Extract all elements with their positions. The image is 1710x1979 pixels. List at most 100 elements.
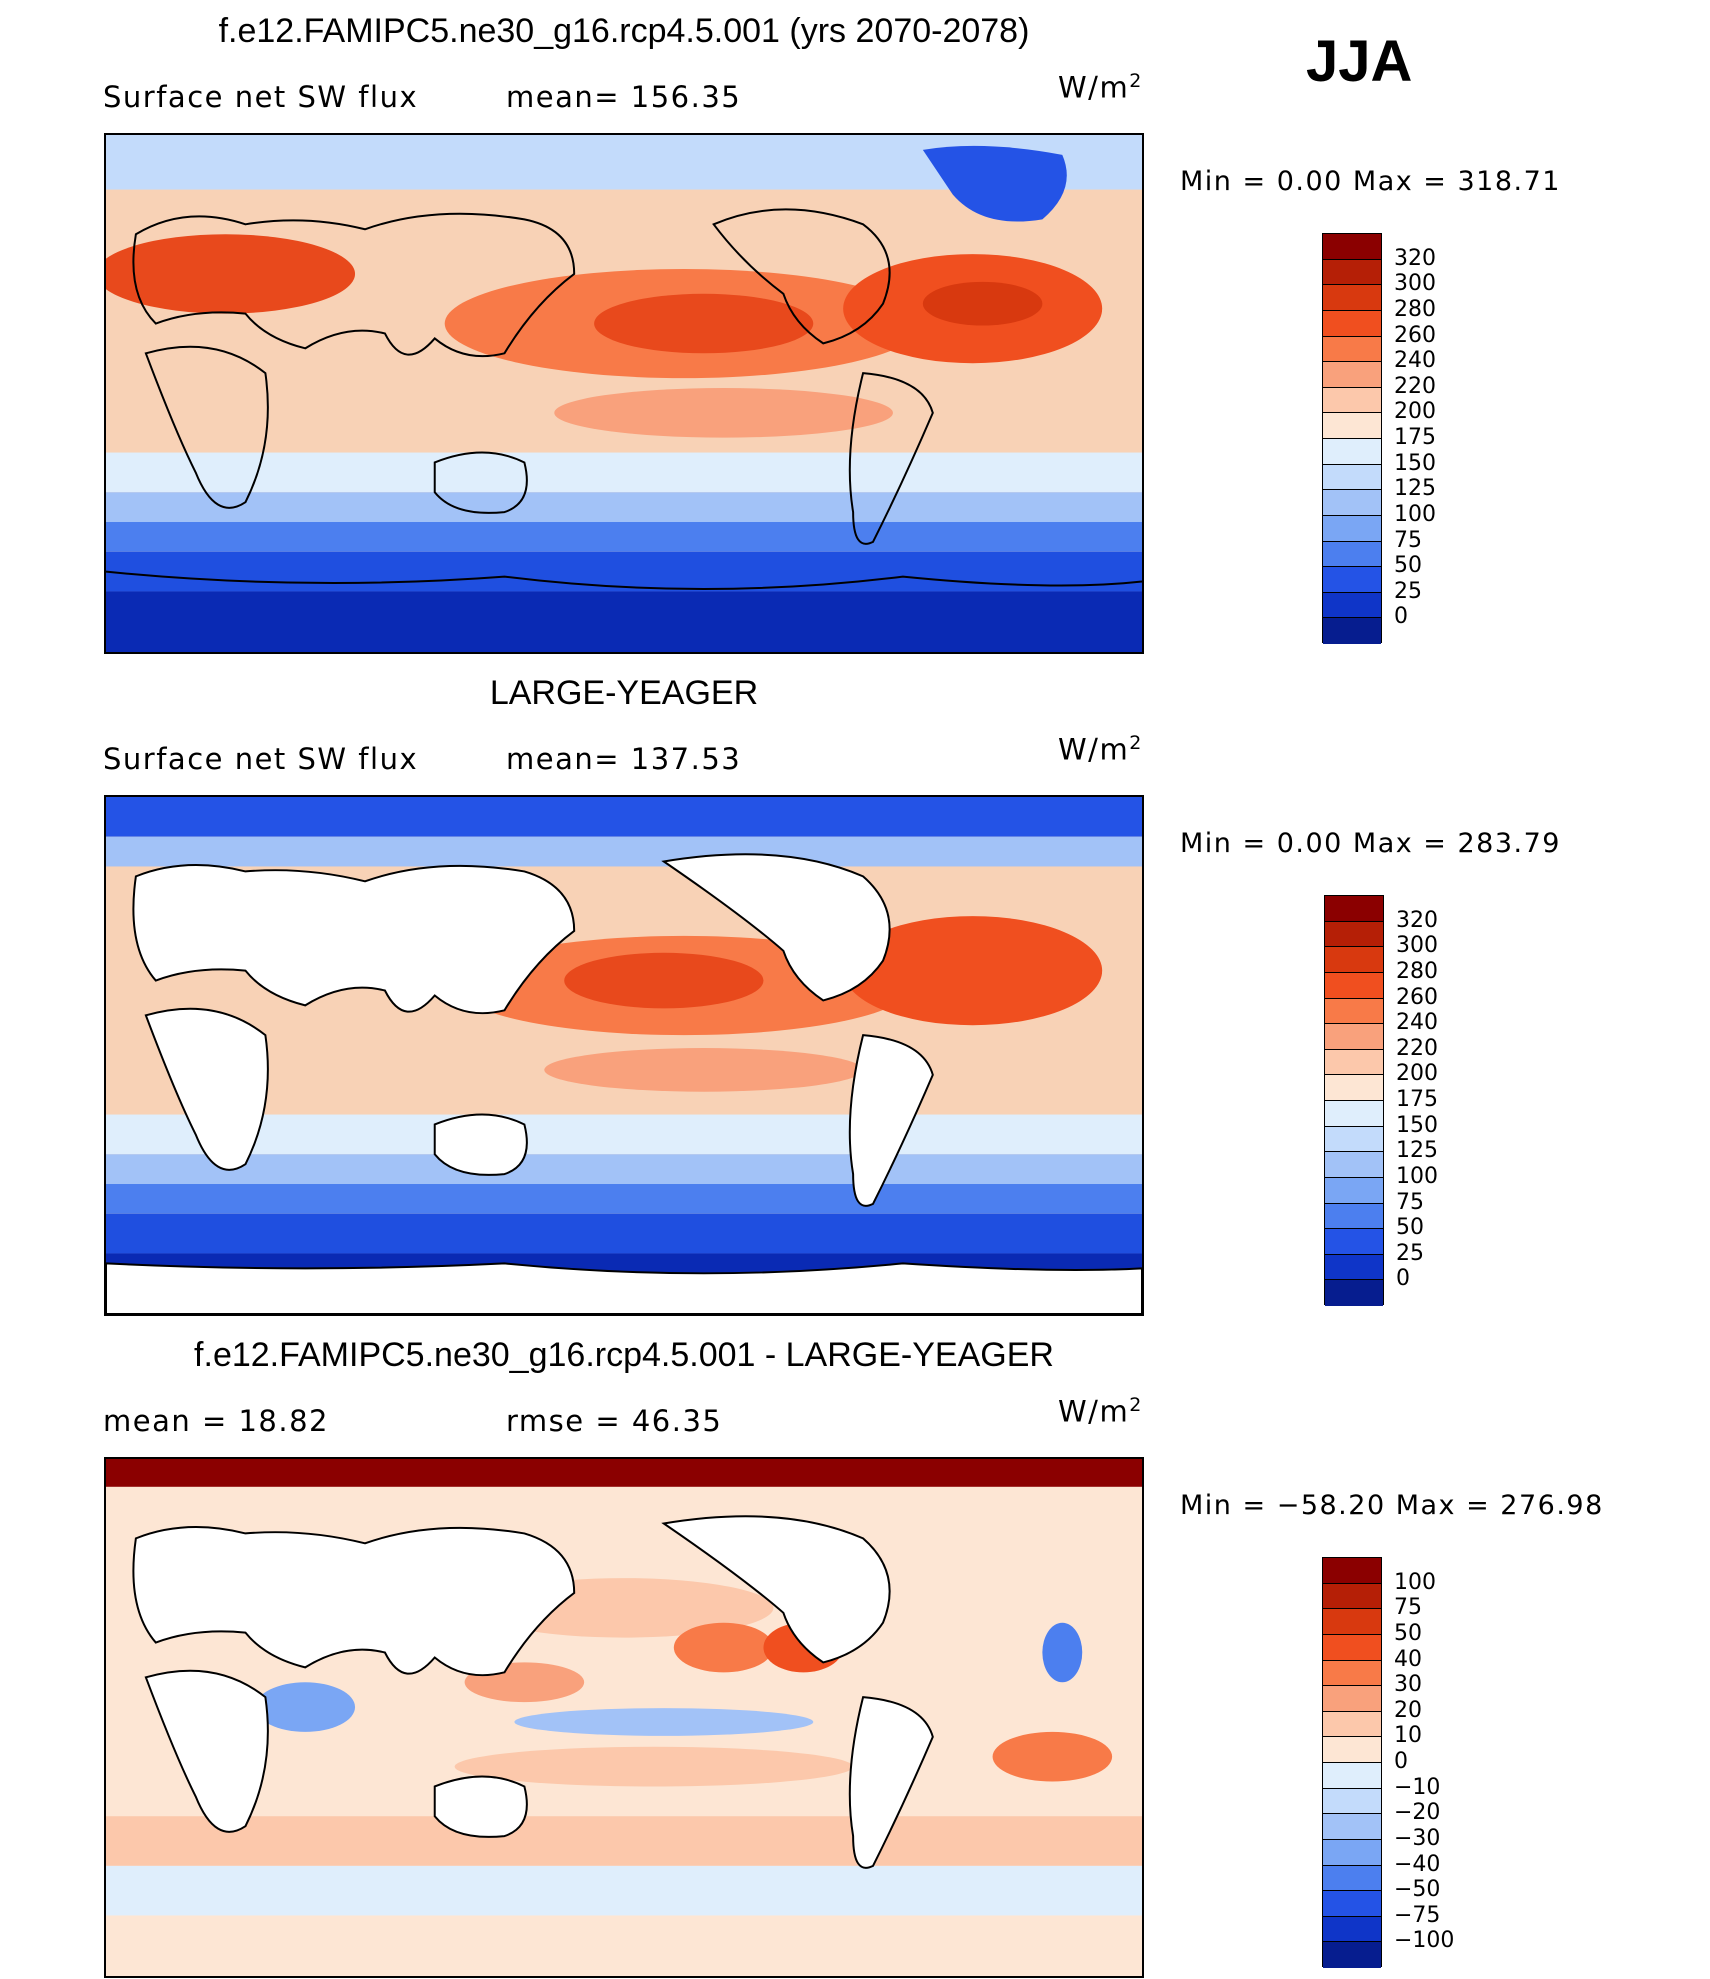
colorbar-swatch — [1323, 1558, 1381, 1584]
colorbar-swatch — [1323, 541, 1381, 568]
colorbar-swatch — [1323, 1942, 1381, 1968]
colorbar-tick-label: 240 — [1394, 348, 1436, 374]
colorbar-tick-label: 100 — [1394, 1569, 1436, 1595]
colorbar-swatch — [1325, 1075, 1383, 1101]
colorbar-tick-label: 125 — [1396, 1138, 1438, 1164]
panel-2-map — [104, 795, 1144, 1316]
colorbar-tick-label: 240 — [1396, 1010, 1438, 1036]
panel-3-colorbar — [1322, 1557, 1382, 1968]
colorbar-swatch — [1325, 1152, 1383, 1178]
panel-2-minmax: Min = 0.00 Max = 283.79 — [1180, 828, 1561, 859]
colorbar-tick-label: −30 — [1394, 1825, 1441, 1851]
colorbar-tick-label: 175 — [1396, 1087, 1438, 1112]
colorbar-swatch — [1323, 1686, 1381, 1712]
colorbar-tick-label: 220 — [1394, 373, 1436, 399]
colorbar-tick-label: 320 — [1394, 245, 1436, 271]
colorbar-swatch — [1323, 1583, 1381, 1610]
colorbar-tick-label: 50 — [1396, 1215, 1424, 1241]
colorbar-swatch — [1323, 1634, 1381, 1661]
colorbar-swatch — [1323, 515, 1381, 542]
colorbar-swatch — [1323, 1839, 1381, 1866]
panel-1-map — [104, 133, 1144, 654]
panel-1-minmax: Min = 0.00 Max = 318.71 — [1180, 166, 1561, 197]
colorbar-swatch — [1323, 567, 1381, 593]
colorbar-tick-label: 0 — [1394, 604, 1408, 630]
colorbar-swatch — [1323, 1916, 1381, 1943]
colorbar-tick-label: 75 — [1396, 1189, 1424, 1215]
panel-3-units: W/m2 — [1058, 1394, 1143, 1429]
colorbar-swatch — [1323, 592, 1381, 619]
colorbar-tick-label: 320 — [1396, 907, 1438, 933]
panel-2-units: W/m2 — [1058, 732, 1143, 767]
colorbar-tick-label: 175 — [1394, 425, 1436, 450]
colorbar-tick-label: 200 — [1394, 399, 1436, 425]
colorbar-swatch — [1325, 998, 1383, 1025]
colorbar-swatch — [1323, 336, 1381, 363]
season-label: JJA — [1306, 29, 1413, 94]
colorbar-swatch — [1325, 921, 1383, 948]
colorbar-swatch — [1323, 464, 1381, 491]
panel-1-variable-label: Surface net SW flux — [103, 80, 419, 114]
colorbar-swatch — [1323, 234, 1381, 260]
colorbar-tick-label: 50 — [1394, 553, 1422, 579]
colorbar-tick-label: −10 — [1394, 1774, 1441, 1800]
colorbar-swatch — [1323, 439, 1381, 465]
colorbar-tick-label: 50 — [1394, 1620, 1422, 1646]
panel-1-title: f.e12.FAMIPC5.ne30_g16.rcp4.5.001 (yrs 2… — [218, 12, 1030, 50]
colorbar-swatch — [1325, 1280, 1383, 1306]
colorbar-tick-label: −100 — [1394, 1928, 1455, 1954]
colorbar-tick-label: 125 — [1394, 476, 1436, 502]
colorbar-tick-label: 25 — [1394, 578, 1422, 604]
colorbar-swatch — [1323, 362, 1381, 388]
colorbar-swatch — [1323, 1865, 1381, 1892]
colorbar-swatch — [1323, 1814, 1381, 1840]
colorbar-swatch — [1325, 1126, 1383, 1153]
colorbar-tick-label: 10 — [1394, 1723, 1422, 1749]
colorbar-tick-label: 0 — [1396, 1266, 1410, 1292]
colorbar-swatch — [1323, 618, 1381, 644]
panel-3-map — [104, 1457, 1144, 1978]
colorbar-tick-label: 25 — [1396, 1240, 1424, 1266]
colorbar-tick-label: 150 — [1396, 1112, 1438, 1138]
panel-3-rmse-label: rmse = 46.35 — [506, 1404, 723, 1438]
colorbar-tick-label: 100 — [1396, 1163, 1438, 1189]
colorbar-tick-label: −20 — [1394, 1800, 1441, 1826]
colorbar-tick-label: 280 — [1394, 296, 1436, 322]
colorbar-tick-label: 260 — [1394, 322, 1436, 348]
colorbar-swatch — [1323, 413, 1381, 439]
colorbar-swatch — [1325, 947, 1383, 973]
colorbar-swatch — [1323, 1660, 1381, 1687]
colorbar-tick-label: 200 — [1396, 1061, 1438, 1087]
panel-3-mean-label: mean = 18.82 — [103, 1404, 329, 1438]
panel-2-title: LARGE-YEAGER — [489, 674, 759, 712]
colorbar-swatch — [1325, 972, 1383, 999]
colorbar-tick-label: 150 — [1394, 450, 1436, 476]
colorbar-tick-label: 220 — [1396, 1035, 1438, 1061]
colorbar-swatch — [1325, 1024, 1383, 1050]
colorbar-tick-label: −75 — [1394, 1902, 1441, 1928]
colorbar-swatch — [1323, 1711, 1381, 1738]
colorbar-tick-label: 300 — [1394, 271, 1436, 297]
panel-2-colorbar — [1324, 895, 1384, 1306]
colorbar-swatch — [1323, 1763, 1381, 1789]
colorbar-swatch — [1323, 1737, 1381, 1763]
colorbar-swatch — [1325, 1254, 1383, 1281]
colorbar-swatch — [1323, 1609, 1381, 1635]
colorbar-swatch — [1325, 896, 1383, 922]
colorbar-tick-label: −50 — [1394, 1877, 1441, 1903]
panel-1-colorbar — [1322, 233, 1382, 644]
panel-3-minmax: Min = −58.20 Max = 276.98 — [1180, 1490, 1604, 1521]
colorbar-swatch — [1323, 1891, 1381, 1917]
colorbar-swatch — [1323, 310, 1381, 337]
colorbar-tick-label: 300 — [1396, 933, 1438, 959]
colorbar-swatch — [1323, 1788, 1381, 1815]
colorbar-tick-label: 40 — [1394, 1646, 1422, 1672]
panel-2-mean-label: mean= 137.53 — [506, 742, 742, 776]
panel-3-title: f.e12.FAMIPC5.ne30_g16.rcp4.5.001 - LARG… — [194, 1336, 1054, 1374]
colorbar-tick-label: 20 — [1394, 1697, 1422, 1723]
colorbar-tick-label: 75 — [1394, 527, 1422, 553]
colorbar-tick-label: 100 — [1394, 501, 1436, 527]
colorbar-tick-label: 0 — [1394, 1749, 1408, 1774]
colorbar-swatch — [1323, 490, 1381, 516]
colorbar-tick-label: 75 — [1394, 1595, 1422, 1621]
